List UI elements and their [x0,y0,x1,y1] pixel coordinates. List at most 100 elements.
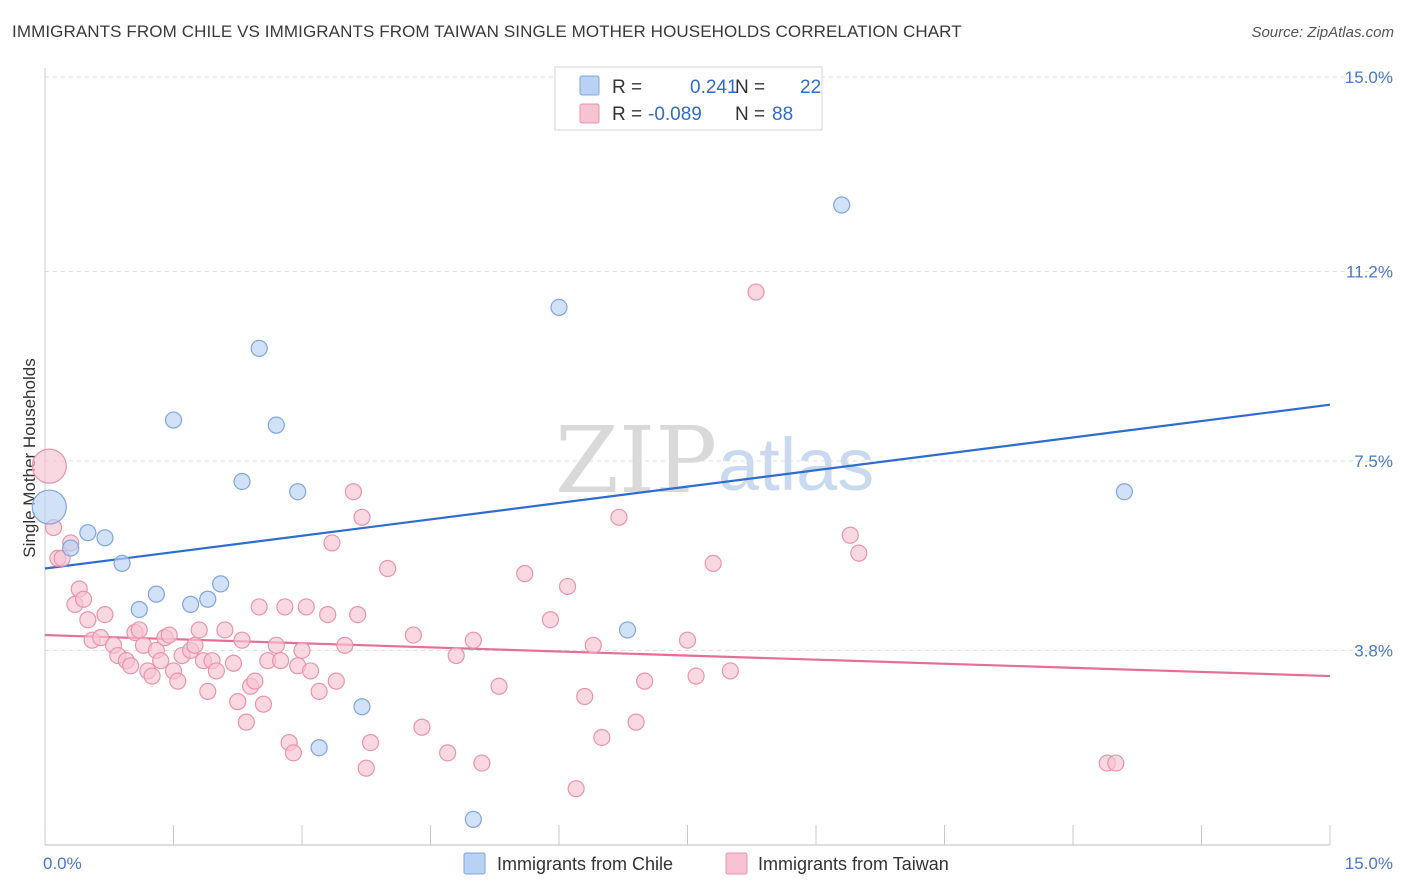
point-chile-3 [96,529,114,547]
point-taiwan-63 [361,733,380,752]
tick-labels: 3.8% 7.5% 11.2% 15.0% 0.0% 15.0% [43,68,1393,873]
series-legend-label-chile: Immigrants from Chile [497,854,673,874]
grid-lines [45,76,1390,651]
point-taiwan-49 [284,744,303,762]
point-taiwan-36 [224,654,243,672]
point-chile-8 [182,595,200,613]
chart-title: IMMIGRANTS FROM CHILE VS IMMIGRANTS FROM… [12,22,962,41]
point-taiwan-20 [143,667,161,685]
point-taiwan-75 [567,780,585,798]
point-taiwan-59 [344,483,362,501]
stats-legend: R = 0.241 N = 22 R = -0.089 N = 88 [554,66,823,131]
point-taiwan-51 [293,641,311,660]
legend-n-value-taiwan: 88 [772,104,793,125]
point-taiwan-45 [267,636,285,654]
point-taiwan-82 [678,631,697,649]
point-taiwan-7 [74,590,93,608]
point-chile-21 [1115,483,1134,501]
point-taiwan-38 [233,631,251,649]
point-taiwan-47 [276,598,294,616]
point-taiwan-65 [404,626,422,644]
point-taiwan-81 [636,672,654,690]
source-credit: Source: ZipAtlas.com [1251,24,1394,41]
point-taiwan-34 [207,662,225,680]
trend-line-chile [44,403,1331,570]
point-chile-14 [289,483,307,501]
y-tick-label-2: 11.2% [1346,263,1393,282]
point-taiwan-46 [271,652,290,670]
legend-n-label-taiwan: N = [735,104,765,125]
point-taiwan-52 [297,598,315,616]
legend-n-label-chile: N = [735,77,765,98]
trend-line-taiwan [44,633,1331,678]
point-taiwan-84 [704,554,722,573]
series-legend-swatch-chile [463,852,486,875]
point-taiwan-88 [850,544,868,562]
point-taiwan-83 [687,667,705,685]
point-taiwan-56 [323,534,341,552]
point-chile-5 [130,600,148,619]
point-taiwan-85 [721,662,739,680]
point-taiwan-57 [327,672,345,690]
point-taiwan-86 [747,283,765,301]
point-chile-12 [250,339,268,357]
series-legend: Immigrants from Chile Immigrants from Ta… [463,852,949,875]
series-legend-label-taiwan: Immigrants from Taiwan [758,854,949,874]
point-taiwan-17 [130,621,148,639]
point-chile-6 [147,585,165,603]
point-taiwan-8 [79,611,97,629]
point-chile-11 [233,472,251,491]
point-taiwan-54 [310,682,328,701]
point-taiwan-70 [473,754,491,772]
point-chile-9 [199,590,217,608]
point-taiwan-37 [229,693,247,711]
point-chile-16 [353,698,371,716]
point-taiwan-24 [160,626,178,644]
point-chile-4 [113,554,131,573]
point-taiwan-0 [31,448,67,484]
point-chile-10 [212,575,230,593]
point-chile-0 [31,489,67,525]
point-taiwan-39 [237,713,255,731]
point-taiwan-74 [558,577,577,596]
point-taiwan-71 [490,677,508,695]
point-taiwan-87 [841,526,859,544]
data-points [31,196,1134,829]
point-taiwan-61 [353,508,371,526]
point-chile-18 [550,298,568,316]
legend-r-label-chile: R = [612,77,642,98]
point-taiwan-64 [379,559,397,578]
point-taiwan-32 [199,682,217,701]
watermark-atlas: atlas [718,423,874,506]
point-chile-2 [79,524,97,542]
point-taiwan-76 [576,687,594,706]
point-taiwan-10 [92,629,110,647]
point-taiwan-66 [413,718,431,736]
point-taiwan-29 [186,636,204,654]
point-taiwan-55 [319,605,337,624]
point-taiwan-35 [216,621,234,639]
series-legend-swatch-taiwan [725,852,748,875]
x-tick-label-1: 15.0% [1345,854,1393,873]
point-taiwan-30 [190,621,208,639]
point-taiwan-62 [357,759,375,777]
y-tick-label-1: 7.5% [1354,452,1393,471]
legend-r-value-taiwan: -0.089 [648,104,702,125]
legend-swatch-chile [579,75,600,96]
legend-n-value-chile: 22 [800,77,821,98]
point-taiwan-68 [447,646,465,665]
point-taiwan-22 [152,652,170,670]
point-chile-7 [164,411,183,429]
point-taiwan-67 [439,744,457,762]
point-chile-15 [310,739,328,757]
legend-swatch-taiwan [579,103,600,124]
point-taiwan-60 [349,605,367,624]
point-taiwan-43 [254,695,273,713]
point-taiwan-78 [593,728,611,747]
point-chile-17 [464,810,482,829]
point-chile-19 [618,621,637,639]
point-taiwan-72 [516,565,534,583]
point-taiwan-77 [584,636,602,654]
trend-lines [44,403,1331,678]
